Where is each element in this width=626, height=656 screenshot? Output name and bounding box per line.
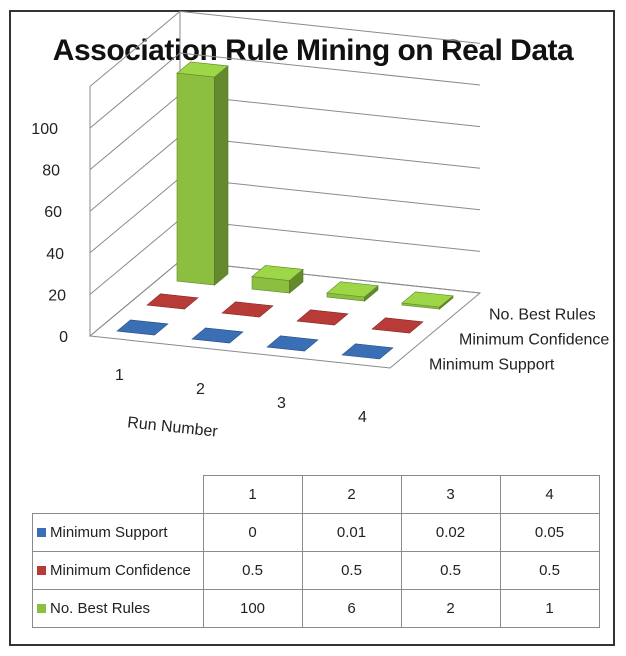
y-tick-label: 60	[44, 204, 62, 221]
legend-swatch-no-best-rules	[37, 604, 46, 613]
y-tick-label: 100	[31, 121, 58, 138]
table-header-row: 1 2 3 4	[32, 475, 600, 514]
table-cell: 0	[202, 513, 303, 552]
legend-swatch-minimum-confidence	[37, 566, 46, 575]
series-depth-labels: Minimum Support Minimum Confidence No. Bes…	[429, 307, 609, 374]
row-label-text: Minimum Confidence	[50, 562, 191, 579]
floor-outline	[88, 260, 482, 369]
x-axis-ticks: 1 2 3 4	[115, 367, 367, 426]
chart-floor	[88, 260, 482, 369]
y-tick-label: 0	[59, 329, 68, 346]
table-header-cell: 4	[499, 475, 600, 514]
table-cell: 6	[301, 589, 402, 628]
y-tick-label: 80	[42, 163, 60, 180]
bar-minimum-support-3	[266, 335, 319, 352]
chart-title: Association Rule Mining on Real Data	[52, 34, 574, 67]
x-axis-label: Run Number	[126, 414, 219, 440]
bar-minimum-support-2	[191, 327, 244, 344]
x-tick-label: 4	[358, 409, 367, 426]
bars	[116, 61, 454, 360]
table-cell: 1	[499, 589, 600, 628]
table-cell: 0.5	[400, 551, 501, 590]
table-header-cell: 2	[301, 475, 402, 514]
bar-minimum-support-1	[116, 319, 169, 336]
table-row: Minimum Support 0 0.01 0.02 0.05	[32, 513, 600, 552]
series-label-minimum-support: Minimum Support	[429, 357, 555, 374]
gridline	[89, 135, 481, 212]
bar-no-best-rules-4	[401, 291, 454, 310]
bar-minimum-support-4	[341, 343, 394, 360]
table-corner	[32, 475, 204, 514]
data-table: 1 2 3 4 Minimum Support 0 0.01 0.02 0.05…	[32, 475, 600, 628]
table-row: No. Best Rules 100 6 2 1	[32, 589, 600, 628]
bar-no-best-rules-2	[251, 265, 304, 294]
table-row: Minimum Confidence 0.5 0.5 0.5 0.5	[32, 551, 600, 590]
bar-no-best-rules-3	[326, 281, 379, 302]
bar-no-best-rules-1	[176, 61, 229, 286]
bar-minimum-confidence-3	[296, 309, 349, 326]
table-header-cell: 3	[400, 475, 501, 514]
row-label-text: No. Best Rules	[50, 600, 151, 617]
gridline	[89, 177, 481, 254]
x-tick-label: 3	[277, 395, 286, 412]
x-tick-label: 2	[196, 381, 205, 398]
gridline	[89, 52, 481, 129]
bar-minimum-confidence-1	[146, 293, 199, 310]
table-cell: 0.05	[499, 513, 600, 552]
y-tick-label: 20	[48, 287, 66, 304]
series-label-no-best-rules: No. Best Rules	[489, 307, 596, 324]
table-cell: 2	[400, 589, 501, 628]
series-label-minimum-confidence: Minimum Confidence	[459, 332, 609, 349]
table-header-cell: 1	[202, 475, 303, 514]
table-cell: 0.01	[301, 513, 402, 552]
y-axis-ticks: 0 20 40 60 80 100	[31, 121, 68, 346]
bar-minimum-confidence-2	[221, 301, 274, 318]
table-cell: 0.02	[400, 513, 501, 552]
gridline	[89, 10, 481, 87]
table-row-label: No. Best Rules	[32, 589, 204, 628]
table-row-label: Minimum Support	[32, 513, 204, 552]
legend-swatch-minimum-support	[37, 528, 46, 537]
table-cell: 100	[202, 589, 303, 628]
gridline	[89, 94, 481, 170]
x-tick-label: 1	[115, 367, 124, 384]
bar-minimum-confidence-4	[371, 317, 424, 334]
table-cell: 0.5	[499, 551, 600, 590]
table-cell: 0.5	[202, 551, 303, 590]
table-row-label: Minimum Confidence	[32, 551, 204, 590]
row-label-text: Minimum Support	[50, 524, 168, 541]
table-cell: 0.5	[301, 551, 402, 590]
y-tick-label: 40	[46, 246, 64, 263]
